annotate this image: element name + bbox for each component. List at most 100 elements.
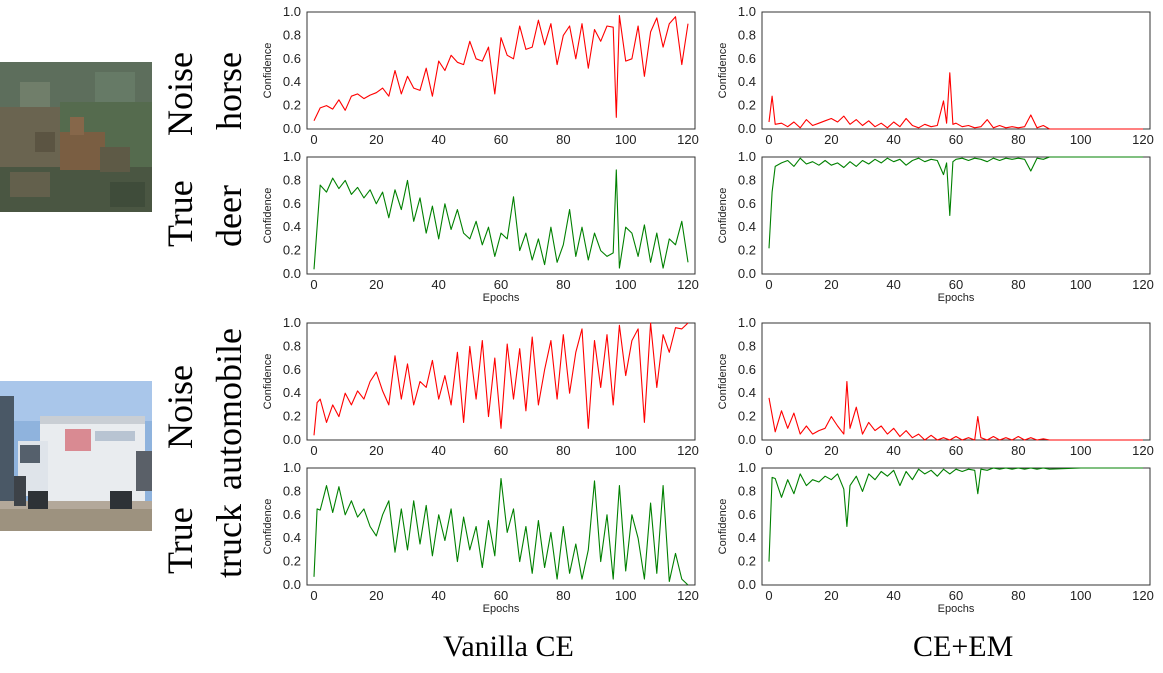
y-axis-label: Confidence: [717, 188, 729, 244]
y-axis-label: Confidence: [717, 43, 729, 99]
y-tick-label: 0.0: [283, 121, 301, 136]
y-tick-label: 1.0: [283, 149, 301, 164]
y-tick-label: 0.2: [738, 98, 756, 113]
y-tick-label: 1.0: [283, 4, 301, 19]
y-tick-label: 0.8: [738, 172, 756, 187]
x-tick-label: 80: [556, 277, 570, 292]
y-tick-label: 0.4: [738, 219, 756, 234]
y-tick-label: 0.8: [738, 483, 756, 498]
y-tick-label: 0.0: [283, 577, 301, 592]
series-line-truck: [313, 477, 689, 586]
x-tick-label: 120: [677, 132, 699, 147]
y-tick-label: 0.8: [283, 27, 301, 42]
x-tick-label: 60: [949, 588, 963, 603]
x-tick-label: 120: [1132, 588, 1154, 603]
y-tick-label: 0.2: [738, 409, 756, 424]
noise-word-label-2: Noise: [160, 365, 200, 449]
y-tick-label: 0.2: [738, 243, 756, 258]
x-tick-label: 40: [886, 588, 900, 603]
true-class-truck: truck: [209, 504, 249, 578]
chart-c8: 0.0 0.2 0.4 0.6 0.8 1.0 0 20 40 60 80 100 120 Confide…: [717, 460, 1154, 615]
x-tick-label: 100: [1070, 443, 1092, 458]
true-class-deer: deer: [209, 185, 249, 247]
x-tick-label: 60: [949, 443, 963, 458]
x-tick-label: 120: [1132, 277, 1154, 292]
y-axis-label: Confidence: [262, 43, 274, 99]
y-tick-label: 0.2: [283, 409, 301, 424]
y-tick-label: 0.4: [283, 530, 301, 545]
deer-image: [0, 62, 152, 212]
x-tick-label: 40: [886, 277, 900, 292]
x-tick-label: 80: [1011, 588, 1025, 603]
y-tick-label: 0.6: [283, 51, 301, 66]
chart-c4: 0.0 0.2 0.4 0.6 0.8 1.0 0 20 40 60 80 100 120 Confide…: [717, 149, 1154, 304]
y-tick-label: 1.0: [283, 460, 301, 475]
chart-c3: 0.0 0.2 0.4 0.6 0.8 1.0 0 20 40 60 80 100 120 Confide…: [262, 149, 699, 304]
x-tick-label: 40: [431, 132, 445, 147]
y-tick-label: 0.0: [738, 121, 756, 136]
y-tick-label: 0.6: [283, 507, 301, 522]
chart-c5: 0.0 0.2 0.4 0.6 0.8 1.0 0 20 40 60 80 100 120 Confide…: [262, 315, 699, 458]
y-tick-label: 1.0: [283, 315, 301, 330]
y-tick-label: 1.0: [738, 149, 756, 164]
chart-c7: 0.0 0.2 0.4 0.6 0.8 1.0 0 20 40 60 80 100 120 Confide…: [262, 460, 699, 615]
chart-c6: 0.0 0.2 0.4 0.6 0.8 1.0 0 20 40 60 80 100 120 Confide…: [717, 315, 1154, 458]
plot-frame: [306, 156, 696, 275]
y-tick-label: 0.8: [283, 338, 301, 353]
x-tick-label: 60: [949, 132, 963, 147]
x-tick-label: 80: [556, 588, 570, 603]
chart-c1: 0.0 0.2 0.4 0.6 0.8 1.0 0 20 40 60 80 100 120 Confide…: [262, 4, 699, 147]
y-tick-label: 0.4: [738, 385, 756, 400]
y-tick-label: 1.0: [738, 4, 756, 19]
x-tick-label: 40: [886, 132, 900, 147]
x-tick-label: 100: [1070, 132, 1092, 147]
class-labels: horse deer automobile truck: [209, 52, 249, 578]
truck-image: [0, 381, 152, 531]
plot-frame: [306, 467, 696, 586]
y-tick-label: 0.2: [738, 554, 756, 569]
y-tick-label: 0.0: [738, 577, 756, 592]
y-tick-label: 0.4: [283, 74, 301, 89]
x-tick-label: 0: [765, 443, 772, 458]
x-tick-label: 120: [677, 277, 699, 292]
x-tick-label: 80: [1011, 443, 1025, 458]
x-tick-label: 20: [369, 443, 383, 458]
x-tick-label: 40: [431, 277, 445, 292]
x-tick-label: 40: [886, 443, 900, 458]
y-axis-label: Confidence: [262, 499, 274, 555]
x-tick-label: 80: [1011, 132, 1025, 147]
row-labels: Noise horse True Noise True: [160, 52, 200, 574]
series-line-horse: [313, 14, 689, 122]
y-tick-label: 1.0: [738, 460, 756, 475]
x-tick-label: 40: [431, 588, 445, 603]
series-line-automobile: [313, 322, 689, 436]
x-tick-label: 20: [369, 277, 383, 292]
y-tick-label: 1.0: [738, 315, 756, 330]
y-axis-label: Confidence: [717, 499, 729, 555]
y-tick-label: 0.6: [738, 507, 756, 522]
series-line-horse: [768, 72, 1143, 130]
y-tick-label: 0.4: [738, 74, 756, 89]
plot-frame: [761, 467, 1151, 586]
noise-class-horse: horse: [209, 52, 249, 130]
y-tick-label: 0.2: [283, 243, 301, 258]
x-tick-label: 100: [615, 277, 637, 292]
y-tick-label: 0.6: [738, 51, 756, 66]
x-axis-label: Epochs: [483, 292, 520, 304]
y-tick-label: 0.8: [283, 172, 301, 187]
x-tick-label: 20: [824, 132, 838, 147]
x-tick-label: 100: [615, 132, 637, 147]
series-line-deer: [768, 156, 1143, 249]
y-tick-label: 0.2: [283, 554, 301, 569]
x-tick-label: 0: [765, 132, 772, 147]
true-word-label-2: True: [160, 507, 200, 574]
noise-class-automobile: automobile: [209, 328, 249, 490]
x-tick-label: 0: [310, 132, 317, 147]
y-tick-label: 0.8: [738, 27, 756, 42]
x-tick-label: 100: [1070, 588, 1092, 603]
y-tick-label: 0.0: [283, 432, 301, 447]
y-tick-label: 0.8: [283, 483, 301, 498]
x-tick-label: 20: [824, 588, 838, 603]
x-tick-label: 0: [310, 443, 317, 458]
